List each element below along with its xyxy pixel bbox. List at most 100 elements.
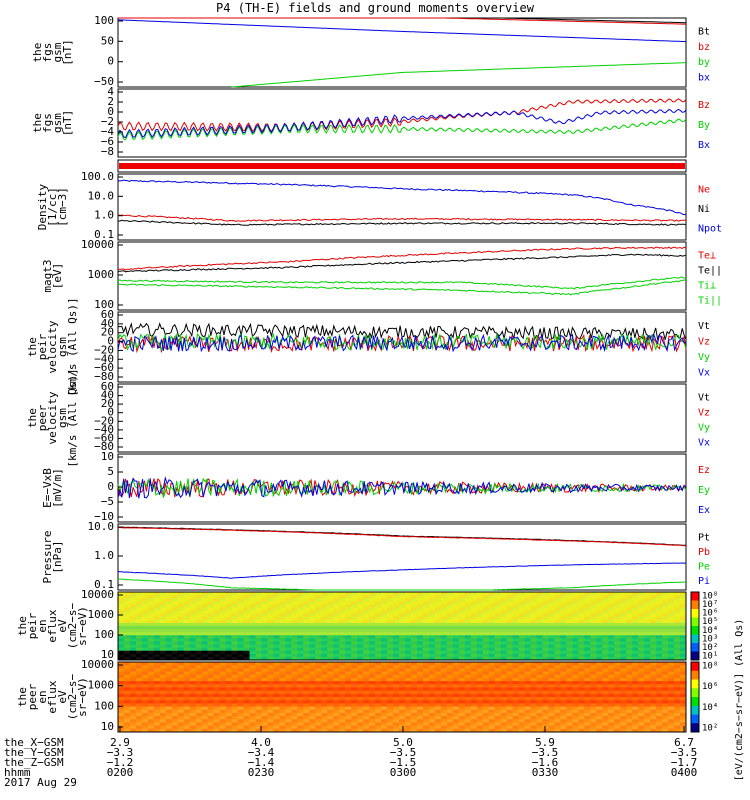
heatmap-cell <box>416 662 424 666</box>
heatmap-cell <box>434 604 442 608</box>
heatmap-cell <box>422 656 430 661</box>
heatmap-cell <box>506 677 514 682</box>
heatmap-cell <box>249 662 257 666</box>
heatmap-cell <box>668 684 675 688</box>
series-line-ex <box>117 476 687 499</box>
heatmap-cell <box>189 647 197 652</box>
heatmap-cell <box>273 592 280 596</box>
heatmap-cell <box>626 601 633 605</box>
heatmap-cell <box>476 632 484 636</box>
heatmap-cell <box>668 668 675 673</box>
heatmap-cell <box>123 610 131 615</box>
heatmap-cell <box>650 719 657 723</box>
heatmap-cell <box>351 703 358 708</box>
heatmap-cell <box>321 653 328 658</box>
heatmap-cell <box>680 647 687 652</box>
heatmap-cell <box>632 653 639 658</box>
y-axis-label: E=−VxB <box>41 468 54 508</box>
heatmap-cell <box>620 709 627 714</box>
heatmap-cell <box>578 722 585 727</box>
heatmap-cell <box>249 700 257 704</box>
heatmap-cell <box>381 601 388 605</box>
heatmap-cell <box>524 693 532 698</box>
heatmap-cell <box>153 687 161 692</box>
heatmap-cell <box>171 647 179 652</box>
heatmap-cell <box>440 693 448 698</box>
heatmap-cell <box>476 706 484 711</box>
heatmap-cell <box>554 607 561 612</box>
heatmap-cell <box>303 725 310 730</box>
heatmap-cell <box>339 650 346 655</box>
heatmap-cell <box>524 619 532 624</box>
heatmap-cell <box>542 629 549 633</box>
heatmap-cell <box>207 706 215 711</box>
heatmap-cell <box>416 601 424 605</box>
heatmap-cell <box>500 595 508 599</box>
heatmap-cell <box>554 650 561 655</box>
heatmap-cell <box>123 665 131 669</box>
heatmap-cell <box>159 619 167 624</box>
heatmap-cell <box>680 598 687 602</box>
heatmap-cell <box>470 635 478 639</box>
heatmap-cell <box>614 644 621 649</box>
heatmap-cell <box>315 674 322 679</box>
heatmap-cell <box>351 604 358 608</box>
heatmap-cell <box>147 607 155 612</box>
heatmap-cell <box>297 622 304 627</box>
heatmap-cell <box>566 610 573 615</box>
heatmap-cell <box>147 598 155 602</box>
heatmap-cell <box>351 725 358 730</box>
heatmap-cell <box>614 684 621 688</box>
heatmap-cell <box>141 690 149 695</box>
heatmap-cell <box>410 592 418 596</box>
heatmap-cell <box>183 687 191 692</box>
heatmap-cell <box>608 722 615 727</box>
heatmap-cell <box>440 700 448 704</box>
heatmap-cell <box>422 595 430 599</box>
series-line-ni <box>117 219 687 226</box>
heatmap-cell <box>249 638 257 642</box>
heatmap-cell <box>285 607 292 612</box>
heatmap-cell <box>476 644 484 649</box>
heatmap-cell <box>285 610 292 615</box>
heatmap-cell <box>333 613 340 618</box>
heatmap-cell <box>219 592 227 596</box>
heatmap-cell <box>345 647 352 652</box>
heatmap-cell <box>219 641 227 646</box>
heatmap-cell <box>369 709 376 714</box>
heatmap-cell <box>123 638 131 642</box>
heatmap-cell <box>321 681 328 685</box>
heatmap-cell <box>177 693 185 698</box>
heatmap-cell <box>321 622 328 627</box>
heatmap-cell <box>219 684 227 688</box>
heatmap-cell <box>566 613 573 618</box>
heatmap-cell <box>147 671 155 676</box>
heatmap-cell <box>189 598 197 602</box>
y-axis-label: [eV] <box>51 263 64 290</box>
heatmap-cell <box>393 709 400 714</box>
heatmap-cell <box>345 693 352 698</box>
heatmap-cell <box>399 619 406 624</box>
heatmap-cell <box>375 722 382 727</box>
heatmap-cell <box>662 601 669 605</box>
heatmap-cell <box>123 629 131 633</box>
heatmap-cell <box>171 712 179 717</box>
heatmap-cell <box>542 697 549 701</box>
heatmap-cell <box>578 668 585 673</box>
heatmap-cell <box>303 629 310 633</box>
heatmap-cell <box>446 607 454 612</box>
heatmap-cell <box>285 668 292 673</box>
heatmap-cell <box>470 684 478 688</box>
heatmap-cell <box>129 616 137 621</box>
heatmap-cell <box>536 644 544 649</box>
heatmap-cell <box>638 687 645 692</box>
heatmap-cell <box>452 622 460 627</box>
heatmap-cell <box>213 722 221 727</box>
heatmap-cell <box>237 613 245 618</box>
heatmap-cell <box>327 697 334 701</box>
heatmap-cell <box>662 635 669 639</box>
heatmap-cell <box>171 725 179 730</box>
heatmap-cell <box>446 638 454 642</box>
heatmap-cell <box>482 690 490 695</box>
heatmap-cell <box>572 712 579 717</box>
